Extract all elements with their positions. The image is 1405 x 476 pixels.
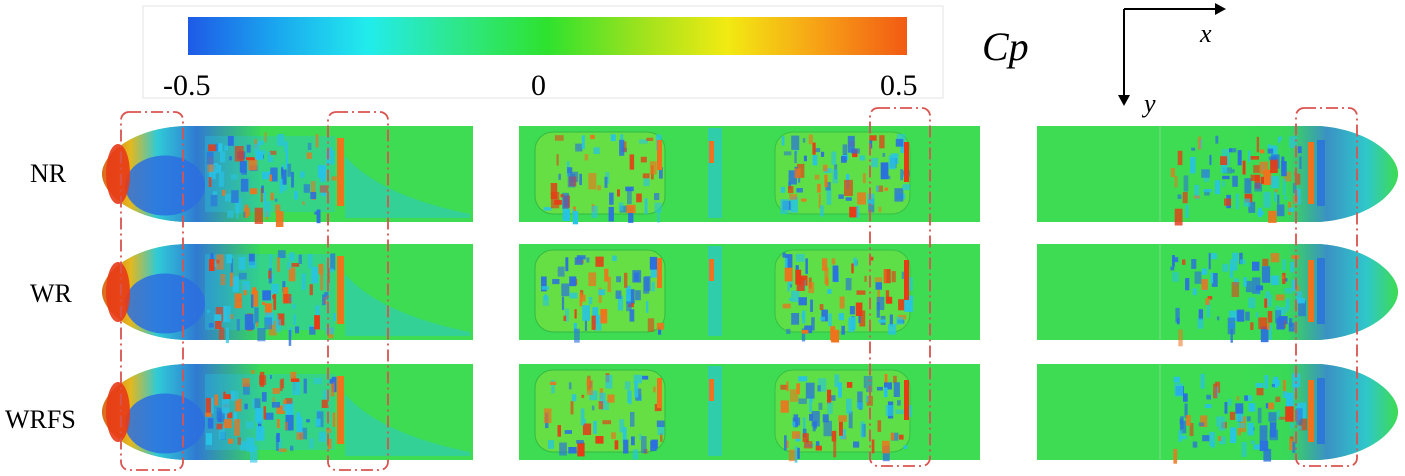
highlight-box-nose-front [120,111,184,471]
colorbar [188,17,907,55]
highlight-box-tail [1295,107,1358,467]
colorbar-variable-label: Cp [982,24,1029,69]
contour-panel-middle-nr [519,126,980,225]
colorbar-mid-label: 0 [531,69,546,102]
coordinate-axes [1118,3,1226,106]
x-axis-label: x [1199,19,1212,48]
highlight-box-front-bogie-rear [327,111,389,471]
colorbar-max-label: 0.5 [880,69,918,102]
contour-panel-nose-nr [102,126,473,227]
contour-panel-tail-nr [1037,126,1398,226]
row-label-wrfs: WRFS [5,405,76,434]
contour-panel-middle-wrfs [519,364,980,463]
row-label-nr: NR [30,159,67,188]
contour-panel-tail-wr [1037,244,1398,347]
contour-panel-nose-wr [102,244,473,346]
contour-panel-tail-wrfs [1037,364,1398,464]
row-label-wr: WR [30,279,73,308]
highlight-boxes [120,107,1358,471]
contour-panel-middle-wr [519,244,980,343]
highlight-box-middle-bogie [869,107,931,467]
colorbar-frame [142,5,944,99]
colorbar-min-label: -0.5 [163,69,211,102]
contour-panel-nose-wrfs [102,364,473,463]
y-axis-label: y [1141,89,1156,118]
